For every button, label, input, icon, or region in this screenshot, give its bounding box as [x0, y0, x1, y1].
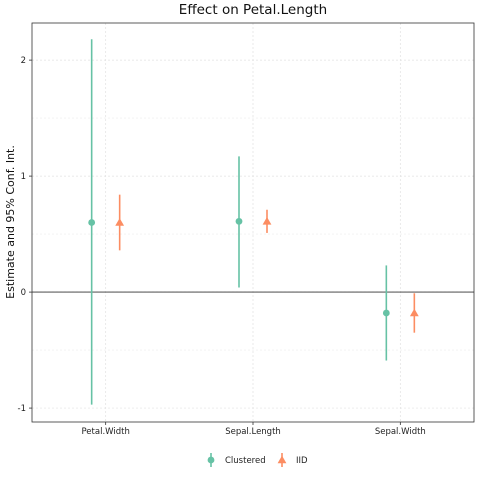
legend-key-iid: [277, 455, 287, 464]
point-clustered: [382, 309, 390, 317]
legend-key-clustered: [207, 456, 215, 464]
y-tick-label: 2: [21, 56, 26, 66]
point-iid: [115, 218, 125, 226]
data-layer: [88, 39, 419, 405]
chart-title: Effect on Petal.Length: [179, 2, 327, 18]
y-axis-title: Estimate and 95% Conf. Int.: [4, 145, 17, 299]
y-tick-label: 1: [21, 172, 26, 182]
point-iid: [409, 308, 419, 317]
legend-label-clustered: Clustered: [225, 456, 266, 466]
legend: Clustered IID: [207, 453, 308, 467]
y-tick-label: 0: [21, 288, 26, 298]
point-clustered: [235, 217, 243, 225]
point-iid: [262, 216, 272, 225]
point-clustered: [88, 219, 96, 226]
x-tick-label: Sepal.Length: [225, 427, 281, 437]
legend-label-iid: IID: [296, 456, 308, 466]
x-tick-label: Petal.Width: [81, 427, 129, 437]
x-tick-label: Sepal.Width: [375, 427, 426, 437]
y-tick-label: -1: [18, 404, 26, 414]
axis-layer: 2 1 0 -1 Petal.Width Sepal.Length Sepal.Width: [18, 56, 426, 437]
